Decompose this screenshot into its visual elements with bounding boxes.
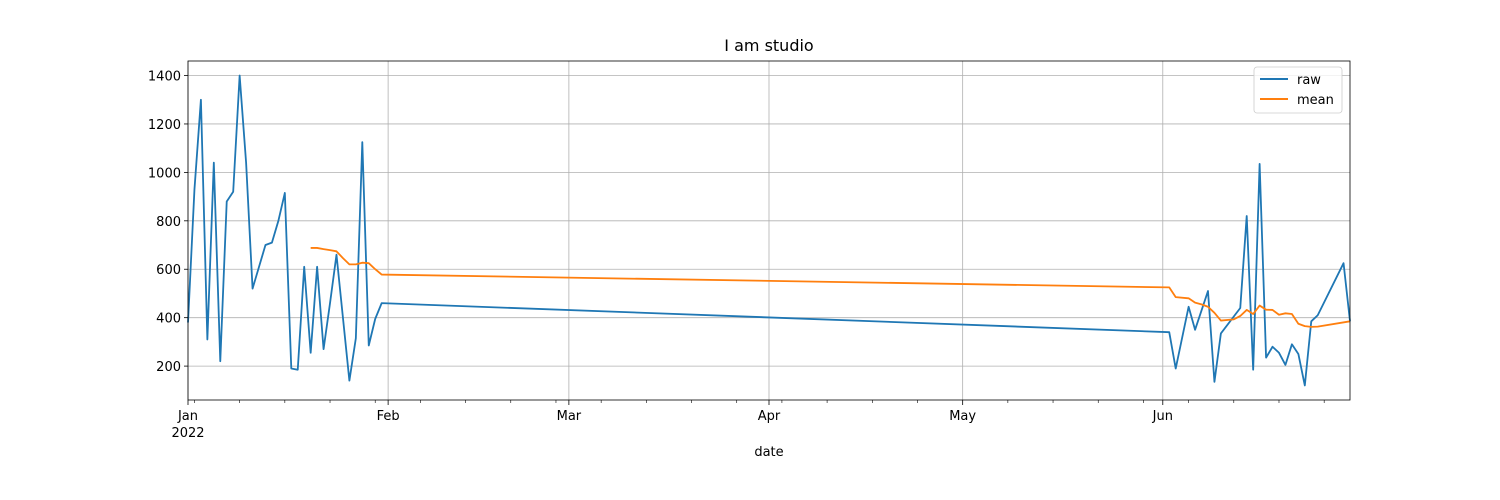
tick-layer: 200 400 600 800 1000 1200 1400 Jan 2022 Feb Mar Apr… xyxy=(148,70,1325,441)
y-tick-label: 800 xyxy=(156,215,181,230)
x-tick-label: Mar xyxy=(557,409,582,424)
x-tick-label: Jan xyxy=(177,409,198,424)
legend-raw-label: raw xyxy=(1297,73,1321,88)
y-tick-label: 1200 xyxy=(148,118,181,133)
x-axis-label: date xyxy=(754,445,783,460)
legend: raw mean xyxy=(1253,66,1343,114)
x-tick-label: Feb xyxy=(377,409,400,424)
series-layer xyxy=(187,74,1351,387)
y-tick-label: 600 xyxy=(156,263,181,278)
chart-title: I am studio xyxy=(724,36,813,55)
series-line-raw xyxy=(187,74,1351,387)
x-tick-label: Apr xyxy=(758,409,781,424)
series-line-mean xyxy=(310,247,1351,328)
legend-mean-label: mean xyxy=(1297,93,1334,108)
x-tick-label: May xyxy=(949,409,976,424)
x-tick-label: Jun xyxy=(1152,409,1173,424)
y-tick-label: 400 xyxy=(156,312,181,327)
y-tick-label: 200 xyxy=(156,360,181,375)
x-tick-sublabel: 2022 xyxy=(171,426,204,441)
y-tick-label: 1400 xyxy=(148,70,181,85)
y-tick-label: 1000 xyxy=(148,166,181,181)
